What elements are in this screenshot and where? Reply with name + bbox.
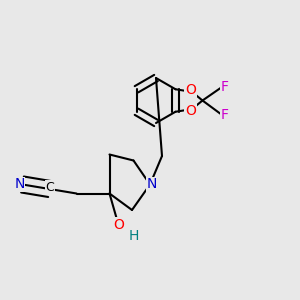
Text: F: F — [221, 80, 229, 94]
Text: H: H — [128, 229, 139, 242]
Text: O: O — [185, 83, 196, 98]
Text: N: N — [146, 178, 157, 191]
Text: O: O — [185, 103, 196, 118]
Text: O: O — [113, 218, 124, 232]
Text: F: F — [221, 108, 229, 122]
Text: N: N — [14, 178, 25, 191]
Text: C: C — [45, 181, 54, 194]
